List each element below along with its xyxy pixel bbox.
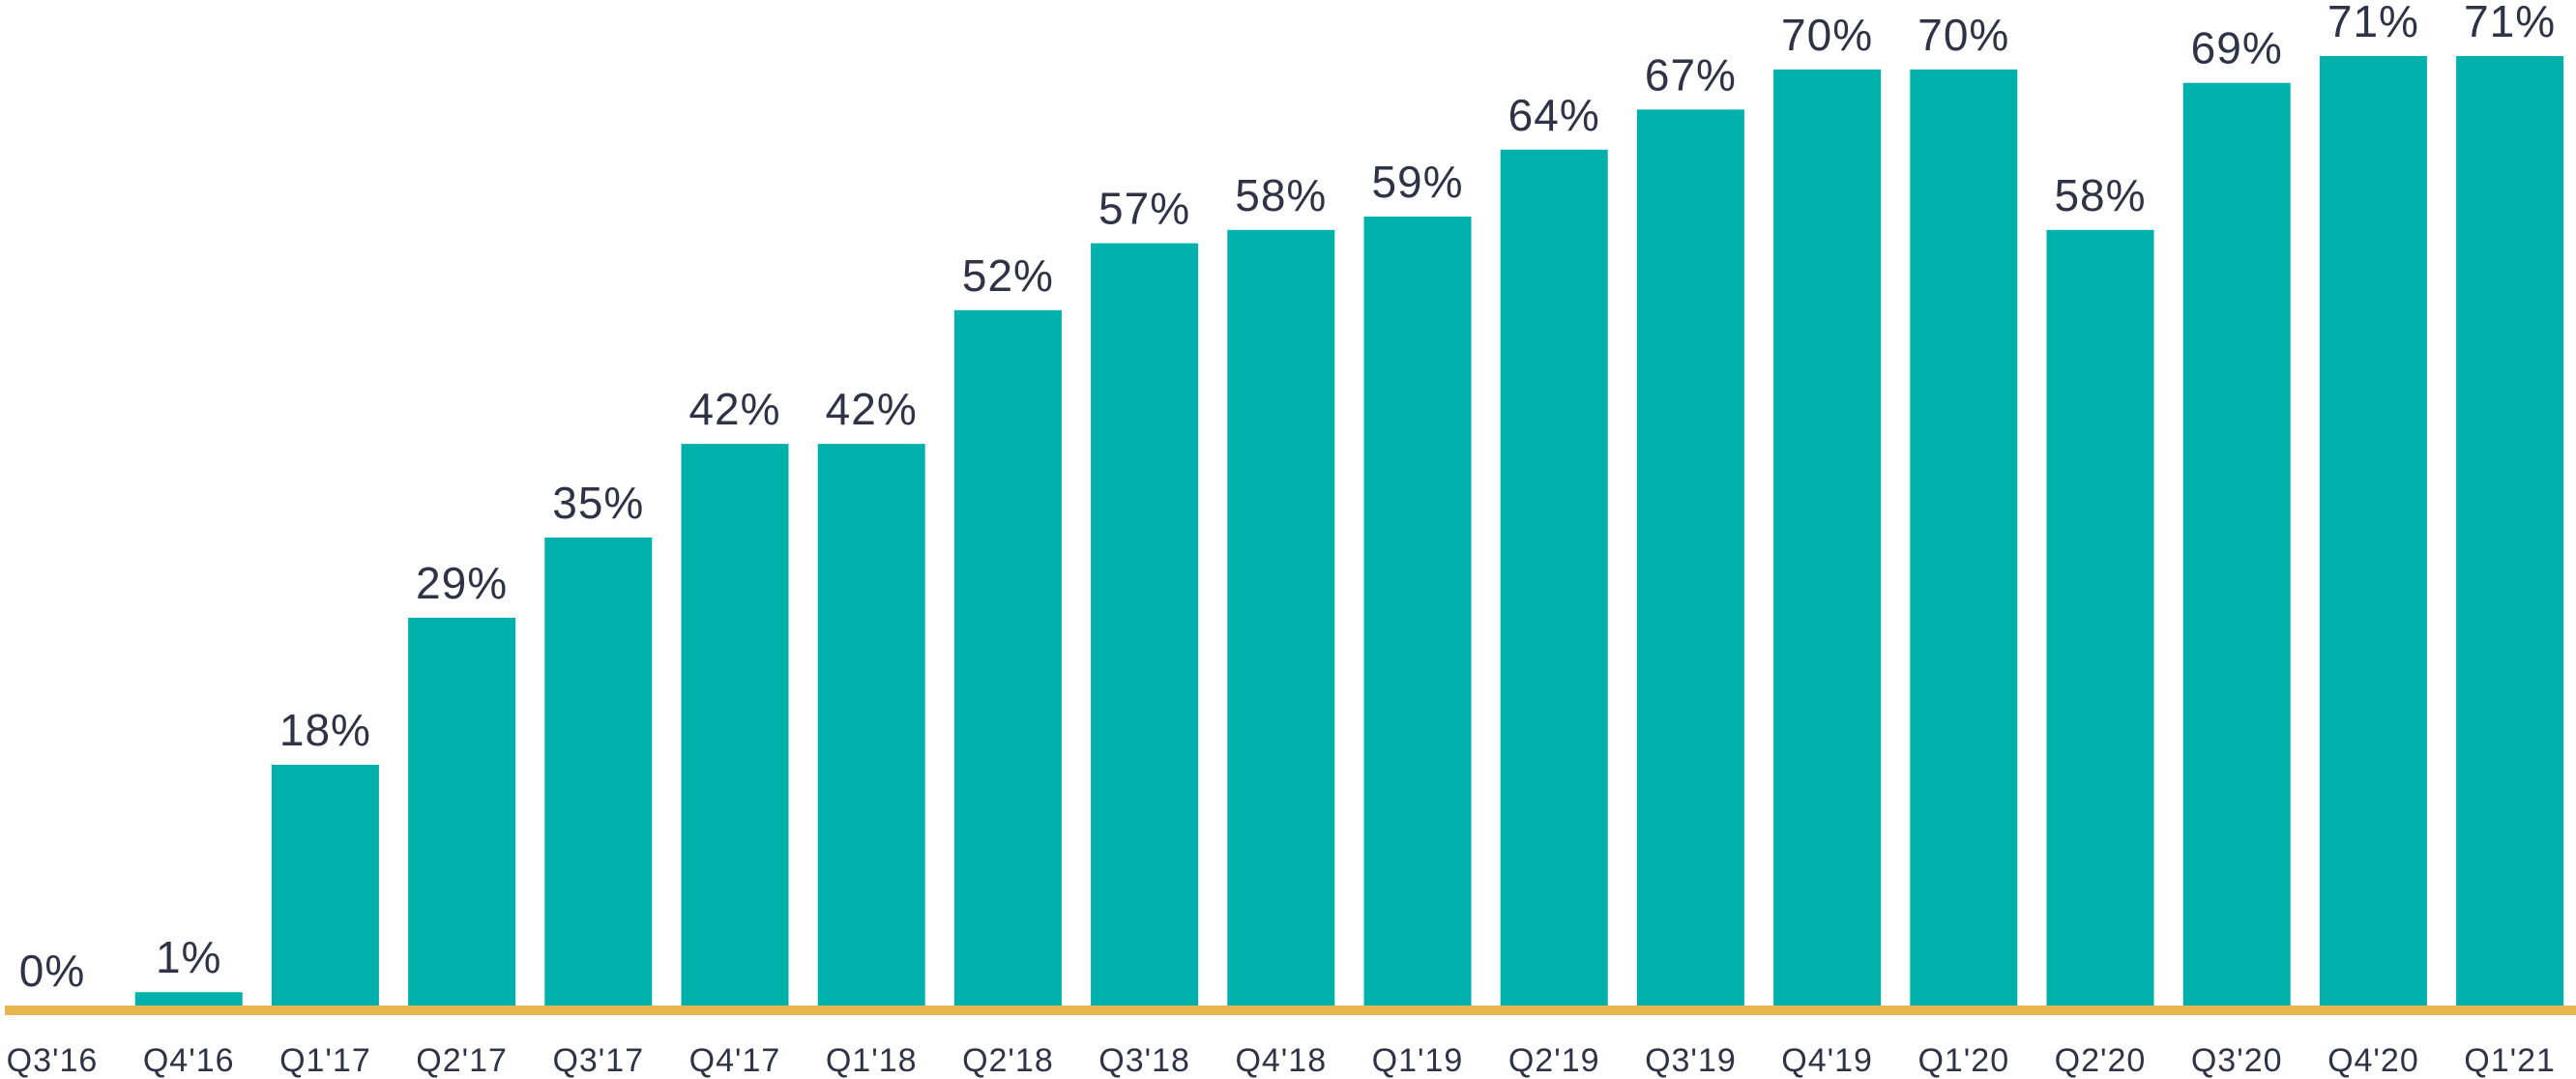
x-axis-baseline bbox=[5, 1006, 2576, 1015]
value-label-4: 35% bbox=[552, 478, 644, 528]
value-label-12: 67% bbox=[1645, 49, 1737, 100]
value-label-16: 69% bbox=[2191, 23, 2283, 73]
bar-6 bbox=[817, 444, 925, 1006]
value-label-8: 57% bbox=[1098, 184, 1190, 234]
value-labels-group: 0% 1% 18% 29% 35% 42% 42% 52% 57% 58% 59% 64% 67% 70%… bbox=[19, 0, 2556, 996]
bar-17 bbox=[2319, 56, 2427, 1006]
bar-13 bbox=[1773, 69, 1882, 1006]
bar-14 bbox=[1910, 69, 2018, 1006]
bar-11 bbox=[1500, 149, 1608, 1006]
x-tick-label-7: Q2'18 bbox=[962, 1042, 1054, 1079]
value-label-6: 42% bbox=[826, 384, 918, 434]
bar-12 bbox=[1636, 109, 1744, 1006]
value-label-14: 70% bbox=[1917, 10, 2009, 60]
value-label-17: 71% bbox=[2327, 0, 2419, 46]
value-label-18: 71% bbox=[2464, 0, 2556, 46]
x-tick-label-5: Q4'17 bbox=[689, 1042, 781, 1079]
x-tick-label-17: Q4'20 bbox=[2327, 1042, 2419, 1079]
x-tick-label-0: Q3'16 bbox=[7, 1042, 99, 1079]
x-tick-label-10: Q1'19 bbox=[1372, 1042, 1464, 1079]
value-label-9: 58% bbox=[1235, 170, 1327, 220]
bar-18 bbox=[2456, 56, 2564, 1006]
bars-group bbox=[134, 56, 2564, 1006]
x-tick-labels-group: Q3'16 Q4'16 Q1'17 Q2'17 Q3'17 Q4'17 Q1'18 Q2'18… bbox=[7, 1042, 2556, 1079]
bar-10 bbox=[1363, 217, 1472, 1006]
x-tick-label-15: Q2'20 bbox=[2055, 1042, 2147, 1079]
bar-9 bbox=[1227, 229, 1335, 1006]
value-label-1: 1% bbox=[156, 932, 221, 982]
value-label-7: 52% bbox=[962, 250, 1054, 301]
value-label-3: 29% bbox=[416, 558, 508, 608]
bar-3 bbox=[408, 617, 516, 1006]
x-tick-label-18: Q1'21 bbox=[2464, 1042, 2556, 1079]
x-tick-label-4: Q3'17 bbox=[552, 1042, 644, 1079]
x-tick-label-11: Q2'19 bbox=[1508, 1042, 1600, 1079]
x-tick-label-16: Q3'20 bbox=[2191, 1042, 2283, 1079]
value-label-5: 42% bbox=[688, 384, 780, 434]
value-label-0: 0% bbox=[19, 946, 85, 996]
value-label-15: 58% bbox=[2054, 170, 2146, 220]
x-tick-label-3: Q2'17 bbox=[416, 1042, 508, 1079]
bar-7 bbox=[953, 309, 1062, 1006]
bar-5 bbox=[681, 444, 789, 1006]
bar-2 bbox=[271, 765, 379, 1006]
x-tick-label-9: Q4'18 bbox=[1235, 1042, 1327, 1079]
x-tick-label-14: Q1'20 bbox=[1917, 1042, 2009, 1079]
bar-16 bbox=[2182, 82, 2291, 1006]
bar-4 bbox=[544, 537, 653, 1006]
bar-1 bbox=[134, 992, 243, 1006]
value-label-13: 70% bbox=[1781, 10, 1873, 60]
bar-8 bbox=[1091, 243, 1199, 1006]
value-label-10: 59% bbox=[1371, 157, 1463, 207]
x-tick-label-12: Q3'19 bbox=[1645, 1042, 1737, 1079]
x-tick-label-13: Q4'19 bbox=[1781, 1042, 1873, 1079]
x-tick-label-2: Q1'17 bbox=[279, 1042, 371, 1079]
bar-15 bbox=[2046, 229, 2154, 1006]
value-label-2: 18% bbox=[279, 705, 371, 755]
x-tick-label-6: Q1'18 bbox=[826, 1042, 918, 1079]
x-tick-label-1: Q4'16 bbox=[143, 1042, 235, 1079]
x-tick-label-8: Q3'18 bbox=[1098, 1042, 1190, 1079]
value-label-11: 64% bbox=[1508, 90, 1600, 140]
